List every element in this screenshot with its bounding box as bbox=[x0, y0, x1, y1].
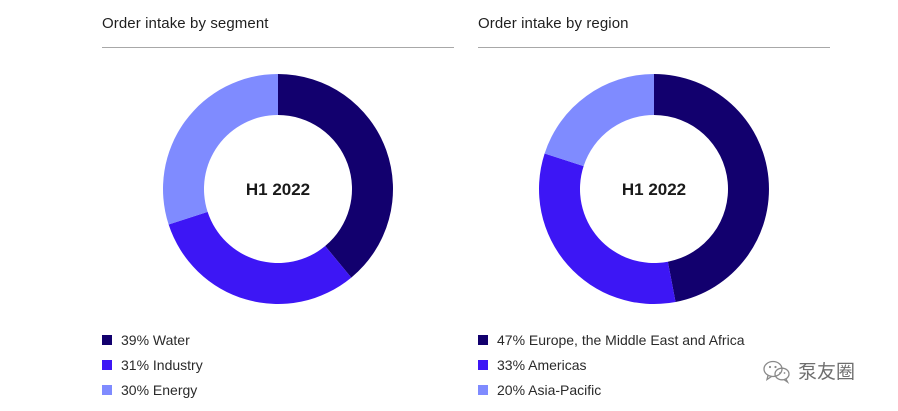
region-donut-chart: H1 2022 bbox=[539, 74, 769, 304]
wechat-logo-icon: 泵友圈 bbox=[763, 360, 855, 384]
donut-slice-energy bbox=[163, 74, 278, 225]
donut-slice-industry bbox=[168, 211, 352, 304]
donut-center-label: H1 2022 bbox=[246, 180, 310, 199]
region-chart-panel: Order intake by region H1 2022 47% Europ… bbox=[478, 0, 830, 411]
legend-swatch bbox=[102, 334, 112, 345]
donut-slice-americas bbox=[539, 153, 676, 304]
legend-item-asia-pacific: 20% Asia-Pacific bbox=[478, 377, 744, 402]
donut-slice-water bbox=[278, 74, 393, 278]
legend-item-americas: 33% Americas bbox=[478, 352, 744, 377]
legend-label: 47% Europe, the Middle East and Africa bbox=[497, 331, 745, 348]
watermark-text: 泵友圈 bbox=[798, 361, 855, 383]
legend-swatch bbox=[478, 359, 488, 370]
chart-title: Order intake by segment bbox=[102, 15, 269, 32]
legend-item-industry: 31% Industry bbox=[102, 352, 203, 377]
chart-title: Order intake by region bbox=[478, 15, 629, 32]
donut-slice-asia-pacific bbox=[544, 74, 654, 167]
title-divider bbox=[478, 47, 830, 48]
legend-label: 31% Industry bbox=[121, 356, 203, 373]
legend-swatch bbox=[102, 359, 112, 370]
region-legend: 47% Europe, the Middle East and Africa 33… bbox=[478, 327, 744, 402]
legend-item-energy: 30% Energy bbox=[102, 377, 203, 402]
legend-item-europe-the-middle-east-and-africa: 47% Europe, the Middle East and Africa bbox=[478, 327, 744, 352]
watermark: 泵友圈 bbox=[762, 356, 862, 386]
legend-item-water: 39% Water bbox=[102, 327, 203, 352]
legend-swatch bbox=[478, 384, 488, 395]
legend-swatch bbox=[102, 384, 112, 395]
donut-center-label: H1 2022 bbox=[622, 180, 686, 199]
segment-chart-panel: Order intake by segment H1 2022 39% Wate… bbox=[102, 0, 454, 411]
legend-label: 39% Water bbox=[121, 331, 190, 348]
segment-legend: 39% Water 31% Industry 30% Energy bbox=[102, 327, 203, 402]
donut-slice-europe-the-middle-east-and-africa bbox=[654, 74, 769, 302]
segment-donut-chart: H1 2022 bbox=[163, 74, 393, 304]
legend-label: 20% Asia-Pacific bbox=[497, 381, 602, 398]
legend-swatch bbox=[478, 334, 488, 345]
title-divider bbox=[102, 47, 454, 48]
legend-label: 30% Energy bbox=[121, 381, 198, 398]
legend-label: 33% Americas bbox=[497, 356, 587, 373]
